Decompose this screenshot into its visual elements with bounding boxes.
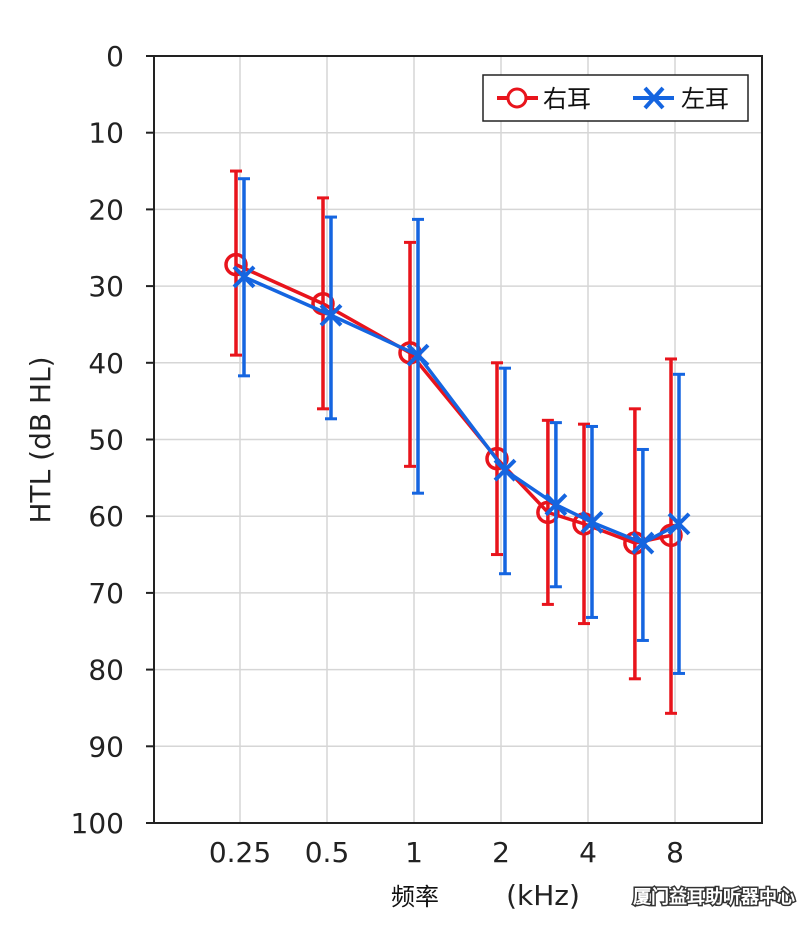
x-tick-label: 4 (579, 836, 597, 869)
x-tick-label: 0.25 (209, 836, 271, 869)
x-tick-label: 2 (492, 836, 510, 869)
data-point (311, 291, 335, 316)
data-point (631, 531, 655, 555)
y-tick-label: 40 (88, 347, 124, 380)
x-tick-label: 0.5 (305, 836, 350, 869)
legend-left-ear-label: 左耳 (681, 85, 729, 113)
data-point (536, 500, 560, 525)
watermark: 厦门益耳助听器中心 (633, 886, 795, 908)
series-line (243, 275, 680, 545)
y-tick-label: 70 (88, 577, 124, 610)
data-point (406, 343, 430, 367)
legend-right-ear-label: 右耳 (543, 85, 591, 113)
data-point (580, 510, 604, 534)
data-point (544, 493, 568, 517)
legend-left-ear-marker (643, 86, 665, 110)
legend-right-ear-marker (506, 87, 528, 109)
x-axis-ticks: 0.25 0.5 1 2 4 8 (209, 836, 684, 869)
y-tick-label: 30 (88, 270, 124, 303)
data-point (232, 265, 256, 289)
series-right-ear (224, 169, 683, 715)
data-point (319, 303, 343, 327)
data-point (224, 252, 248, 277)
data-point (493, 458, 517, 482)
y-tick-label: 0 (106, 40, 124, 73)
y-tick-label: 50 (88, 424, 124, 457)
y-tick-label: 20 (88, 193, 124, 226)
y-tick-label: 80 (88, 654, 124, 687)
x-axis-unit: (kHz) (506, 879, 580, 912)
series-layer (224, 169, 691, 715)
y-axis-ticks: 0 10 20 30 40 50 60 70 80 90 100 (71, 40, 154, 840)
legend: 右耳 左耳 (482, 74, 749, 122)
x-axis-name: 频率 (391, 883, 439, 911)
x-tick-label: 1 (405, 836, 423, 869)
series-left-ear (232, 177, 691, 675)
y-tick-label: 60 (88, 500, 124, 533)
legend-box (482, 74, 749, 122)
y-tick-label: 90 (88, 730, 124, 763)
y-axis-label: HTL (dB HL) (24, 356, 57, 523)
data-point (667, 512, 691, 536)
y-tick-label: 100 (71, 807, 124, 840)
y-tick-label: 10 (88, 117, 124, 150)
x-tick-label: 8 (666, 836, 684, 869)
data-point (485, 446, 509, 471)
